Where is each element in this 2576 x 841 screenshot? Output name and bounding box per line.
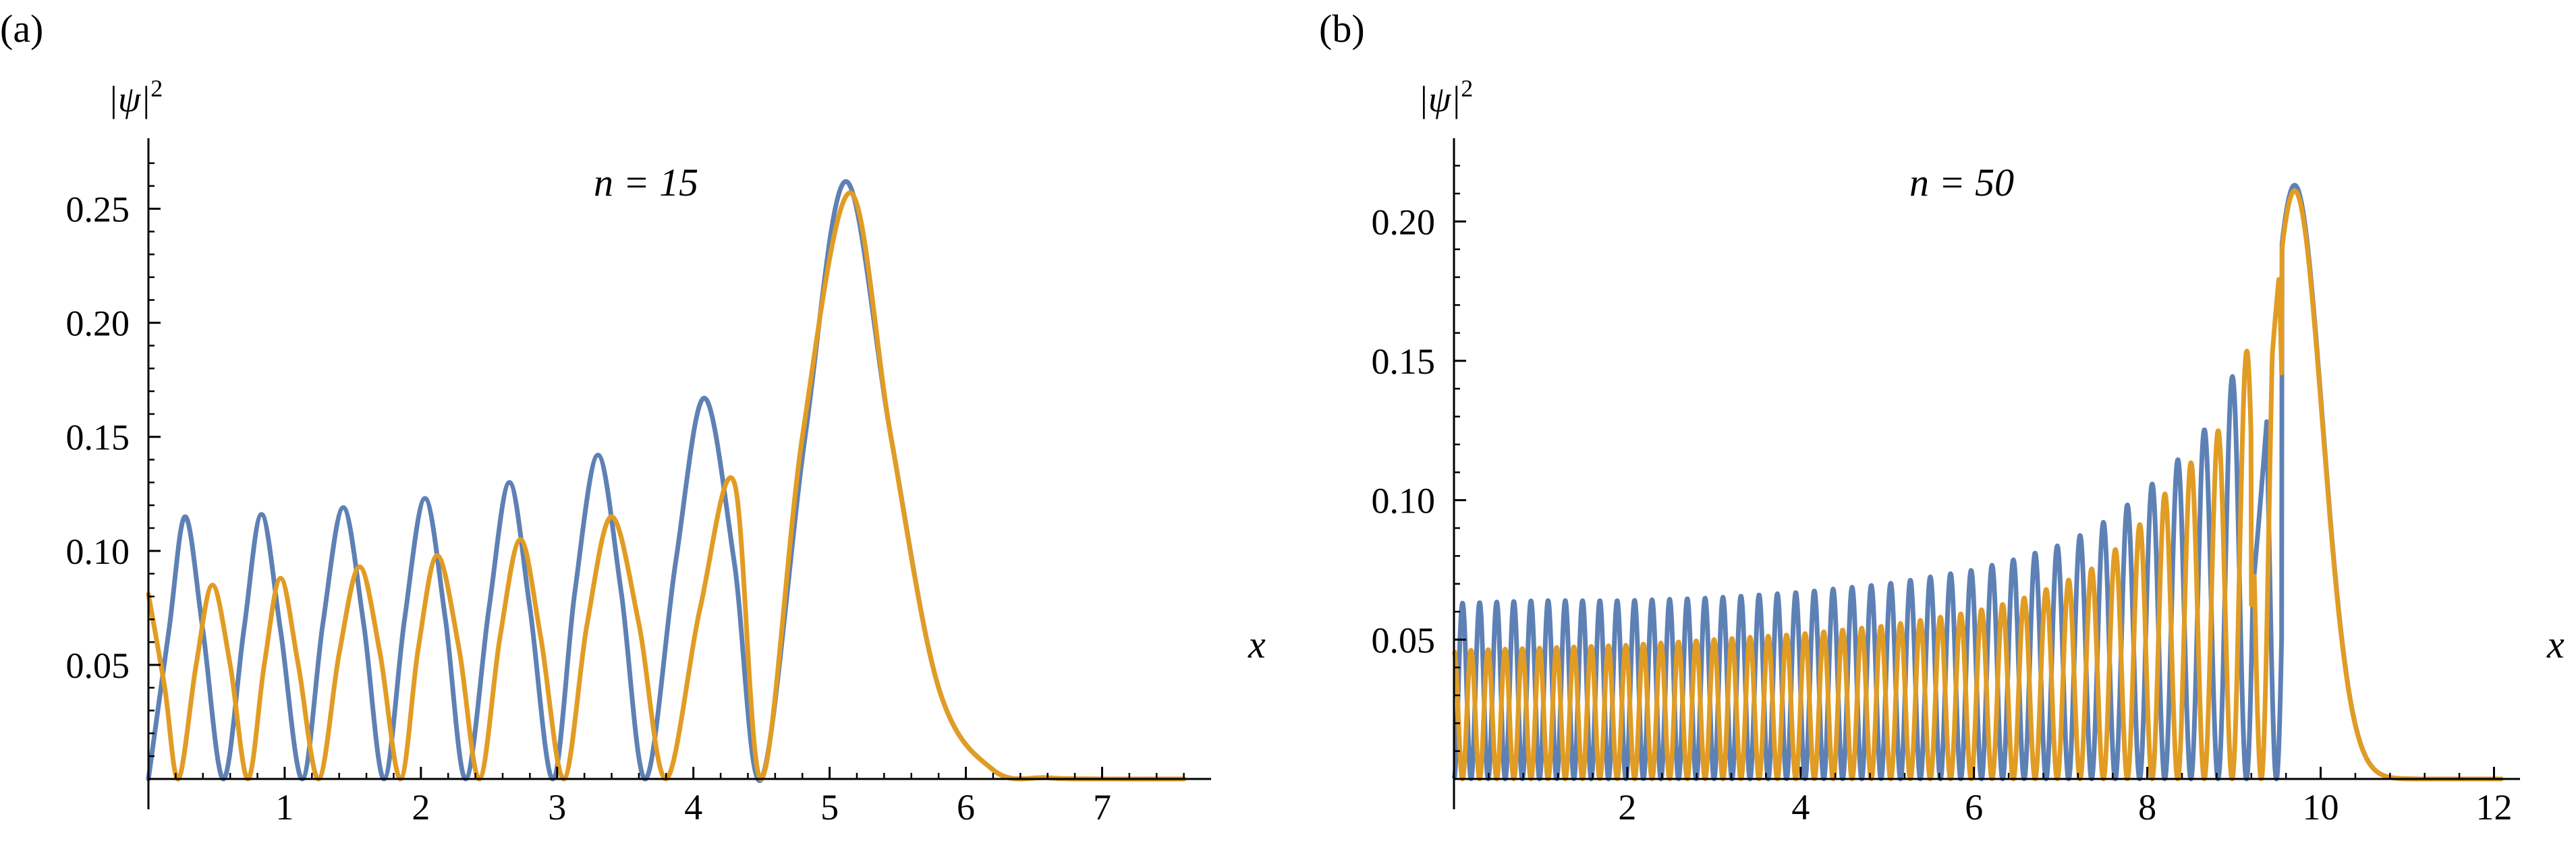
axes-a: 1 2 3 4 5 6 7 0.05 0.10 0.15 0.20 0.25 (66, 138, 1211, 828)
y-tick-label: 0.20 (66, 303, 130, 344)
y-tick-label: 0.05 (1372, 620, 1436, 660)
curves-b (1451, 183, 2505, 782)
x-tick-label: 3 (548, 787, 566, 828)
x-tick-label: 2 (412, 787, 430, 828)
series-line-orange (1451, 188, 2505, 782)
y-tick-label: 0.15 (1372, 341, 1436, 382)
x-tick-label: 4 (1791, 787, 1810, 828)
y-tick-label: 0.25 (66, 190, 130, 230)
x-tick-label: 5 (820, 787, 839, 828)
y-tick-label: 0.05 (66, 645, 130, 686)
y-axis-label-a: |ψ|2 (108, 75, 163, 119)
curves-a (146, 179, 1187, 784)
panel-label-a: (a) (0, 7, 43, 51)
series-line-orange (146, 190, 1187, 782)
x-tick-label: 2 (1618, 787, 1636, 828)
annotation-a: n = 15 (594, 161, 698, 204)
y-tick-label: 0.10 (1372, 481, 1436, 521)
x-tick-label: 7 (1093, 787, 1111, 828)
series-line-blue (146, 179, 1187, 784)
annotation-b: n = 50 (1909, 161, 2014, 204)
panel-a: (a) |ψ|2 x n = 15 1 2 3 4 5 6 7 0.05 0.10 0.15 0.2… (0, 7, 1266, 828)
y-tick-label: 0.20 (1372, 202, 1436, 242)
axes-b: 2 4 6 8 10 12 0.05 0.10 0.15 0.20 (1372, 138, 2520, 828)
y-tick-label: 0.15 (66, 417, 130, 458)
x-tick-label: 12 (2475, 787, 2512, 828)
y-tick-label: 0.10 (66, 531, 130, 572)
x-axis-label-b: x (2546, 622, 2565, 666)
x-tick-label: 8 (2138, 787, 2156, 828)
x-tick-label: 4 (684, 787, 702, 828)
x-tick-label: 1 (275, 787, 293, 828)
x-tick-label: 6 (957, 787, 975, 828)
x-tick-label: 10 (2303, 787, 2339, 828)
panel-b: (b) |ψ|2 x n = 50 2 4 6 8 10 12 0.05 0.10 0.15 0.… (1319, 7, 2565, 828)
y-axis-label-b: |ψ|2 (1418, 75, 1473, 119)
x-tick-label: 6 (1965, 787, 1983, 828)
x-axis-label-a: x (1248, 622, 1266, 666)
panel-label-b: (b) (1319, 7, 1365, 51)
